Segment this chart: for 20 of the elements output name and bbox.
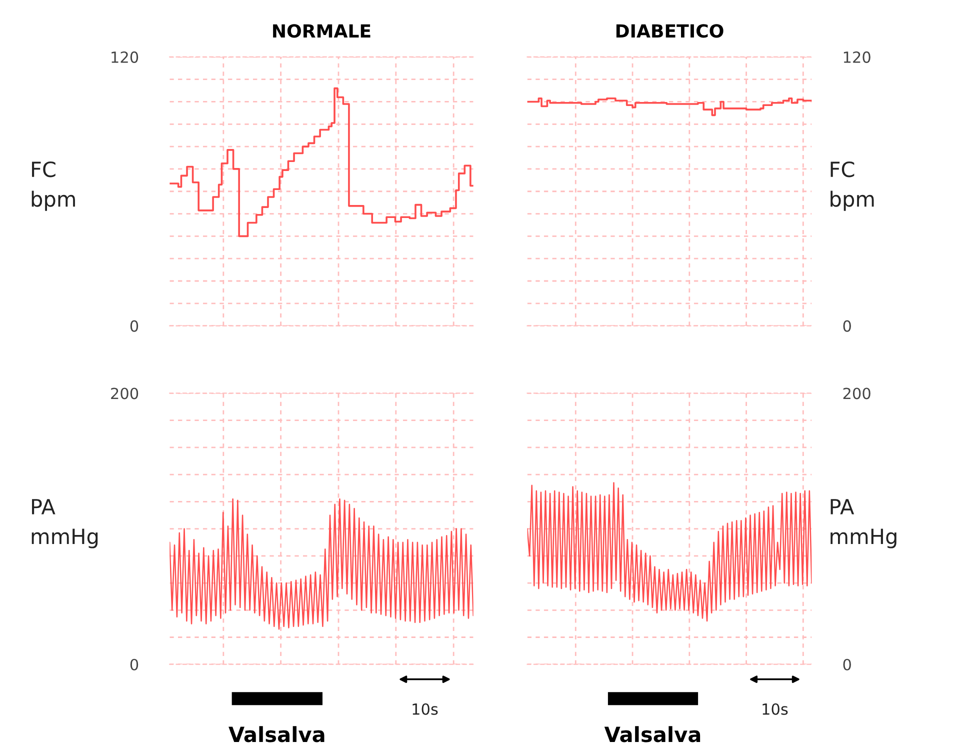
text: Valsalva <box>228 726 324 742</box>
line-series <box>170 498 474 630</box>
y-tick-label: 0 <box>130 658 138 670</box>
text: Valsalva <box>604 726 700 742</box>
y-tick-label: 120 <box>844 51 870 63</box>
y-tick-label: 200 <box>843 388 870 400</box>
y-axis-title: FC bpm <box>32 161 75 211</box>
y-tick-label: 120 <box>112 51 138 63</box>
chart-title: NORMALE <box>273 24 370 38</box>
text: 10s <box>412 703 438 715</box>
y-tick-label: 0 <box>843 320 851 332</box>
y-tick-label: 200 <box>111 388 138 400</box>
y-axis-title: PA mmHg <box>830 499 896 548</box>
y-tick-label: 0 <box>130 320 138 332</box>
chart-title: DIABETICO <box>616 24 724 38</box>
y-axis-title: PA mmHg <box>32 499 98 548</box>
line-series <box>527 482 812 622</box>
text: 10s <box>762 703 788 715</box>
y-tick-label: 0 <box>843 658 851 670</box>
y-axis-title: FC bpm <box>830 161 874 211</box>
